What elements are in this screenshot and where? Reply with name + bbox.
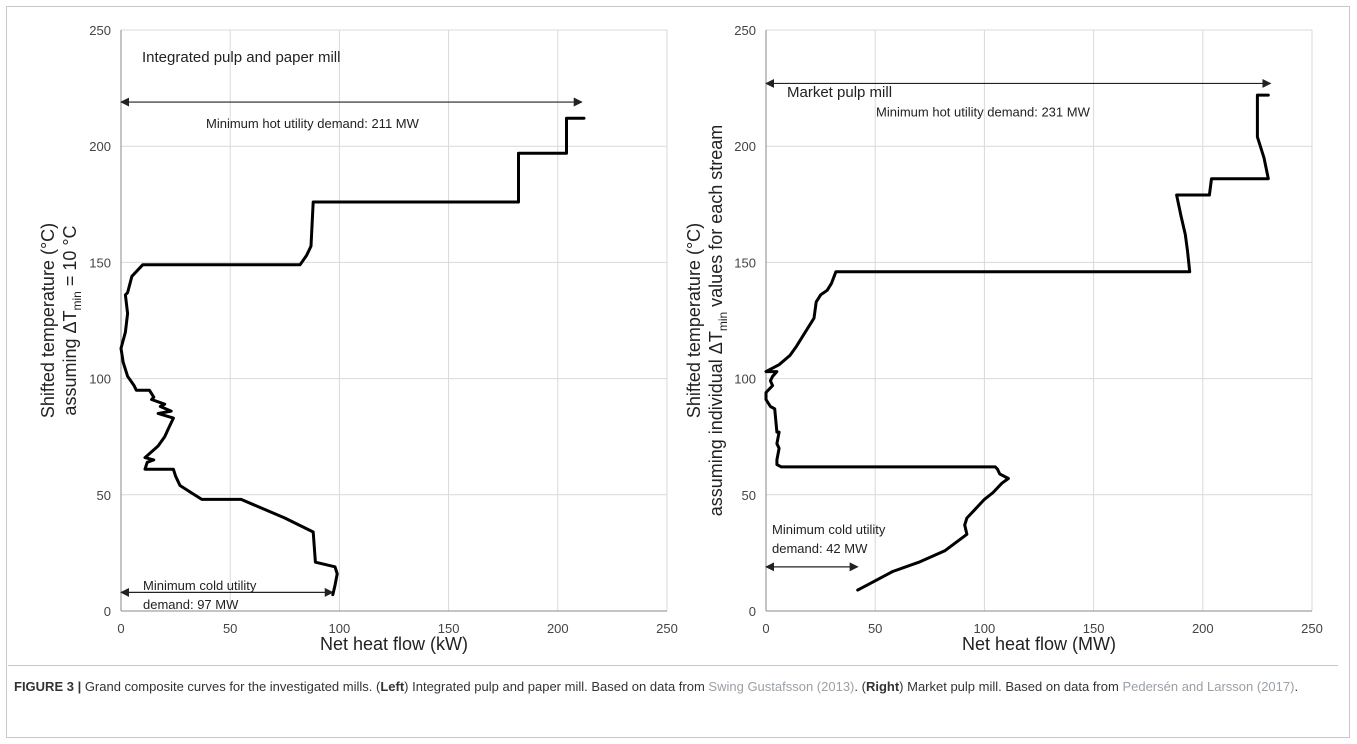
caption-left-word: Left <box>380 679 405 694</box>
y-tick-label: 150 <box>89 255 111 270</box>
y-axis-title-line2: assuming ΔTmin = 10 °C <box>60 225 84 415</box>
y-tick-label: 100 <box>89 372 111 387</box>
caption-text-1: Grand composite curves for the investiga… <box>81 679 381 694</box>
left-chart: 0 50 100 150 200 250 0 50 100 150 200 250 Net heat f… <box>38 23 678 654</box>
y-tick-label: 0 <box>749 604 756 619</box>
hot-utility-label: Minimum hot utility demand: 211 MW <box>206 116 420 131</box>
y-axis-title-line1: Shifted temperature (°C) <box>684 223 704 418</box>
y-tick-label: 200 <box>89 139 111 154</box>
x-tick-label: 0 <box>117 621 124 636</box>
panel-title: Integrated pulp and paper mill <box>142 49 340 66</box>
x-tick-label: 150 <box>1083 621 1105 636</box>
y-axis-title-line2: assuming individual ΔTmin values for eac… <box>706 125 730 517</box>
x-tick-label: 250 <box>1301 621 1323 636</box>
panel-title: Market pulp mill <box>787 84 892 101</box>
x-tick-label: 50 <box>868 621 882 636</box>
caption-text-4: ) Market pulp mill. Based on data from <box>899 679 1123 694</box>
figure-frame <box>6 6 1350 738</box>
cold-utility-label-line2: demand: 42 MW <box>772 541 868 556</box>
y-tick-label: 200 <box>734 139 756 154</box>
y-tick-label: 50 <box>742 488 756 503</box>
cold-utility-label-line1: Minimum cold utility <box>143 578 257 593</box>
caption-right-word: Right <box>865 679 900 694</box>
x-tick-label: 200 <box>1192 621 1214 636</box>
cold-utility-label-line1: Minimum cold utility <box>772 522 886 537</box>
x-tick-label: 250 <box>656 621 678 636</box>
x-axis-title: Net heat flow (MW) <box>962 634 1116 654</box>
y-tick-label: 250 <box>734 23 756 38</box>
y-tick-label: 250 <box>89 23 111 38</box>
grand-composite-curve <box>119 116 586 597</box>
y-axis-title-part2: values for each stream <box>706 125 726 312</box>
charts-svg: 0 50 100 150 200 250 0 50 100 150 200 250 Net heat f… <box>38 23 1323 654</box>
y-tick-label: 50 <box>97 488 111 503</box>
caption-text-3: . ( <box>854 679 866 694</box>
caption-text-5: . <box>1294 679 1299 694</box>
caption-label: FIGURE 3 | <box>14 679 82 694</box>
reference-link-2[interactable]: Pedersén and Larsson (2017) <box>1122 679 1295 694</box>
x-tick-label: 100 <box>329 621 351 636</box>
y-axis-title-subscript: min <box>716 312 730 331</box>
hot-utility-label: Minimum hot utility demand: 231 MW <box>876 104 1091 119</box>
reference-link-1[interactable]: Swing Gustafsson (2013) <box>708 679 855 694</box>
x-axis-title: Net heat flow (kW) <box>320 634 468 654</box>
x-tick-label: 200 <box>547 621 569 636</box>
y-tick-label: 0 <box>104 604 111 619</box>
y-tick-label: 100 <box>734 372 756 387</box>
x-tick-label: 0 <box>762 621 769 636</box>
x-tick-label: 150 <box>438 621 460 636</box>
x-tick-label: 50 <box>223 621 237 636</box>
y-axis-title-part1: assuming ΔT <box>60 311 80 416</box>
x-tick-label: 100 <box>974 621 996 636</box>
grand-composite-curve <box>764 93 1270 592</box>
y-axis-title-subscript: min <box>70 291 84 310</box>
right-chart: 0 50 100 150 200 250 0 50 100 150 200 250 Net heat f… <box>684 23 1323 654</box>
y-axis-title-part1: assuming individual ΔT <box>706 331 726 516</box>
figure-caption: FIGURE 3 | Grand composite curves for th… <box>8 665 1338 697</box>
y-axis-title-part2: = 10 °C <box>60 225 80 291</box>
cold-utility-label-line2: demand: 97 MW <box>143 597 239 612</box>
caption-text-2: ) Integrated pulp and paper mill. Based … <box>404 679 709 694</box>
y-tick-label: 150 <box>734 255 756 270</box>
y-axis-title-line1: Shifted temperature (°C) <box>38 223 58 418</box>
